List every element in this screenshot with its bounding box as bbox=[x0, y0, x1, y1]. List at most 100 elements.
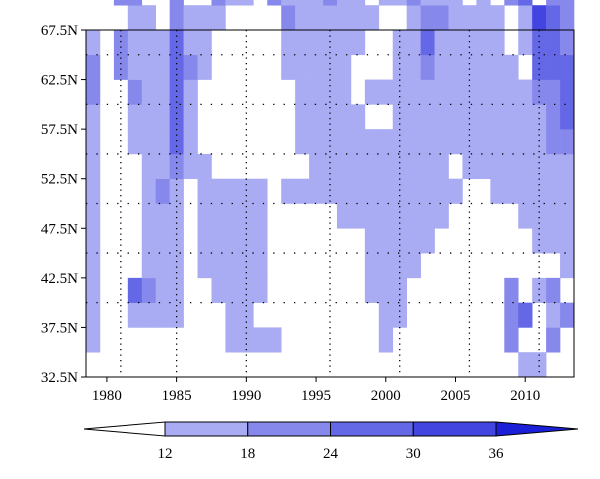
heatmap-cell bbox=[378, 129, 394, 155]
heatmap-cell bbox=[281, 0, 296, 6]
heatmap-cell bbox=[518, 178, 533, 204]
heatmap-cell bbox=[86, 30, 101, 56]
heatmap-cell bbox=[392, 153, 407, 180]
heatmap-cell bbox=[350, 129, 366, 155]
heatmap-cell bbox=[406, 79, 421, 105]
heatmap-cell bbox=[336, 104, 352, 130]
heatmap-cell bbox=[183, 5, 198, 31]
colorbar-label: 12 bbox=[158, 446, 173, 462]
heatmap-cell bbox=[462, 54, 477, 80]
heatmap-cell bbox=[239, 277, 254, 303]
heatmap-cell bbox=[448, 5, 463, 31]
heatmap-cell bbox=[197, 30, 212, 56]
heatmap-cell bbox=[225, 277, 240, 303]
heatmap-cell bbox=[560, 129, 575, 155]
heatmap-cell bbox=[267, 0, 282, 6]
heatmap-cell bbox=[155, 228, 170, 254]
heatmap-cell bbox=[350, 153, 366, 180]
heatmap-cell bbox=[141, 5, 157, 31]
heatmap-cell bbox=[169, 30, 184, 56]
heatmap-cell bbox=[295, 79, 310, 105]
heatmap-cell bbox=[336, 129, 352, 155]
heatmap-cell bbox=[518, 203, 533, 229]
heatmap-cell bbox=[197, 228, 212, 254]
heatmap-cell bbox=[323, 54, 338, 80]
heatmap-cell bbox=[141, 277, 157, 303]
heatmap-cell bbox=[127, 79, 143, 105]
heatmap-cell bbox=[504, 277, 519, 303]
heatmap-cell bbox=[378, 0, 394, 6]
heatmap-cell bbox=[546, 228, 561, 254]
heatmap-cell bbox=[518, 30, 533, 56]
heatmap-cell bbox=[434, 5, 449, 31]
x-tick-label: 1985 bbox=[162, 388, 192, 404]
heatmap-cell bbox=[504, 327, 519, 353]
y-axis: 32.5N 37.5N 42.5N 47.5N 52.5N 57.5N 62.5N 67.5N bbox=[41, 23, 86, 386]
heatmap-cell bbox=[169, 203, 184, 229]
y-tick-label: 32.5N bbox=[41, 370, 78, 386]
heatmap-cell bbox=[532, 277, 547, 303]
heatmap-cell bbox=[86, 302, 101, 328]
heatmap-cell bbox=[183, 129, 198, 155]
heatmap-cell bbox=[295, 129, 310, 155]
heatmap-cell bbox=[323, 129, 338, 155]
colorbar-segment bbox=[412, 421, 497, 437]
heatmap-cell bbox=[504, 54, 519, 80]
heatmap-cell bbox=[323, 0, 338, 6]
heatmap-cell bbox=[420, 178, 435, 204]
heatmap-cell bbox=[490, 104, 505, 130]
heatmap-cell bbox=[546, 5, 561, 31]
heatmap-cell bbox=[155, 153, 170, 180]
heatmap-cell bbox=[546, 178, 561, 204]
heatmap-cell bbox=[295, 178, 310, 204]
heatmap-cell bbox=[546, 203, 561, 229]
heatmap-cell bbox=[560, 253, 575, 279]
heatmap-cell bbox=[378, 253, 394, 279]
colorbar-label: 36 bbox=[489, 446, 505, 462]
heatmap-cell bbox=[183, 79, 198, 105]
heatmap-cell bbox=[169, 178, 184, 204]
heatmap-cell bbox=[127, 54, 143, 80]
heatmap-cell bbox=[141, 302, 157, 328]
heatmap-cell bbox=[183, 30, 198, 56]
heatmap-cell bbox=[350, 104, 366, 130]
heatmap-cell bbox=[197, 178, 212, 204]
heatmap-cell bbox=[532, 79, 547, 105]
y-tick-label: 62.5N bbox=[41, 73, 78, 89]
heatmap-cell bbox=[406, 5, 421, 31]
heatmap-cell bbox=[490, 79, 505, 105]
heatmap-cell bbox=[434, 54, 449, 80]
heatmap-cell bbox=[476, 54, 491, 80]
heatmap-cell bbox=[448, 0, 463, 6]
heatmap-cell bbox=[336, 54, 352, 80]
heatmap-cell bbox=[476, 129, 491, 155]
heatmap-cell bbox=[155, 178, 170, 204]
heatmap-cell bbox=[127, 277, 143, 303]
heatmap-cell bbox=[406, 178, 421, 204]
heatmap-cell bbox=[323, 178, 338, 204]
colorbar-label: 24 bbox=[323, 446, 339, 462]
heatmap-cell bbox=[169, 54, 184, 80]
heatmap-cell bbox=[350, 203, 366, 229]
heatmap-cell bbox=[448, 178, 463, 204]
heatmap-cell bbox=[406, 253, 421, 279]
heatmap-cell bbox=[476, 153, 491, 180]
heatmap-cell bbox=[211, 277, 226, 303]
heatmap-cell bbox=[127, 129, 143, 155]
y-tick-label: 52.5N bbox=[41, 172, 78, 188]
heatmap-cell bbox=[281, 30, 296, 56]
heatmap-cell bbox=[86, 277, 101, 303]
heatmap-cell bbox=[336, 203, 352, 229]
heatmap-cell bbox=[462, 79, 477, 105]
heatmap-cell bbox=[532, 5, 547, 31]
heatmap-cell bbox=[86, 327, 101, 353]
heatmap-cell bbox=[86, 153, 101, 180]
heatmap-cell bbox=[155, 129, 170, 155]
heatmap-cell bbox=[197, 5, 212, 31]
heatmap-cell bbox=[336, 178, 352, 204]
heatmap-cell bbox=[560, 30, 575, 56]
heatmap-cell bbox=[169, 228, 184, 254]
heatmap-cell bbox=[392, 0, 407, 6]
heatmap-cell bbox=[225, 327, 240, 353]
heatmap-cell bbox=[434, 30, 449, 56]
